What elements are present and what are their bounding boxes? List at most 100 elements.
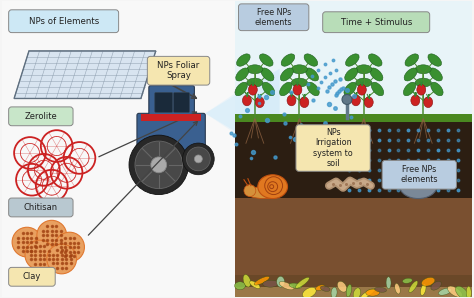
Bar <box>235 198 472 275</box>
Ellipse shape <box>366 289 380 296</box>
Ellipse shape <box>415 65 431 74</box>
Ellipse shape <box>246 187 282 198</box>
Ellipse shape <box>346 54 359 66</box>
Ellipse shape <box>248 84 257 95</box>
Ellipse shape <box>411 95 420 106</box>
FancyBboxPatch shape <box>9 267 55 286</box>
Ellipse shape <box>400 173 437 198</box>
Ellipse shape <box>421 277 435 286</box>
Ellipse shape <box>375 287 386 292</box>
Ellipse shape <box>368 54 382 66</box>
Circle shape <box>186 147 210 171</box>
Ellipse shape <box>405 54 419 66</box>
Ellipse shape <box>346 284 352 297</box>
Text: Time + Stimulus: Time + Stimulus <box>340 18 412 27</box>
Text: Chitisan: Chitisan <box>24 203 58 212</box>
Text: Clay: Clay <box>23 272 41 281</box>
FancyBboxPatch shape <box>382 160 456 189</box>
Ellipse shape <box>287 95 296 106</box>
FancyBboxPatch shape <box>147 56 210 85</box>
Ellipse shape <box>356 65 372 74</box>
FancyBboxPatch shape <box>9 107 73 126</box>
Ellipse shape <box>304 54 318 66</box>
Ellipse shape <box>404 68 417 81</box>
Ellipse shape <box>281 54 295 66</box>
Ellipse shape <box>409 281 418 293</box>
Ellipse shape <box>429 68 442 81</box>
Ellipse shape <box>356 78 372 87</box>
Circle shape <box>37 220 67 250</box>
Ellipse shape <box>258 175 288 198</box>
Circle shape <box>12 227 42 257</box>
Polygon shape <box>205 77 260 150</box>
Text: NPs
Irrigation
system to
soil: NPs Irrigation system to soil <box>313 128 353 168</box>
Circle shape <box>135 141 182 189</box>
Polygon shape <box>205 69 280 158</box>
Circle shape <box>25 240 55 270</box>
Ellipse shape <box>456 286 468 298</box>
FancyBboxPatch shape <box>9 10 118 32</box>
Ellipse shape <box>351 95 360 106</box>
Ellipse shape <box>242 95 251 106</box>
Circle shape <box>342 94 352 104</box>
Ellipse shape <box>466 286 471 298</box>
Ellipse shape <box>261 68 274 81</box>
Ellipse shape <box>353 288 361 298</box>
Ellipse shape <box>361 288 375 298</box>
Ellipse shape <box>370 68 383 81</box>
Ellipse shape <box>415 78 431 87</box>
Ellipse shape <box>357 84 366 95</box>
Ellipse shape <box>431 82 443 96</box>
FancyBboxPatch shape <box>155 93 173 112</box>
Bar <box>235 114 472 122</box>
Ellipse shape <box>247 78 263 87</box>
Ellipse shape <box>243 274 251 287</box>
FancyBboxPatch shape <box>323 12 430 32</box>
Circle shape <box>182 143 214 175</box>
Ellipse shape <box>337 281 346 292</box>
Ellipse shape <box>292 65 308 74</box>
Ellipse shape <box>236 68 249 81</box>
Ellipse shape <box>420 284 426 296</box>
Ellipse shape <box>277 276 284 287</box>
Ellipse shape <box>402 278 412 283</box>
Ellipse shape <box>262 82 274 96</box>
FancyBboxPatch shape <box>149 86 194 117</box>
Ellipse shape <box>386 277 391 289</box>
Ellipse shape <box>235 82 247 96</box>
Ellipse shape <box>447 286 463 297</box>
Circle shape <box>244 185 256 197</box>
Ellipse shape <box>406 177 420 186</box>
Circle shape <box>55 232 84 262</box>
Ellipse shape <box>254 277 269 285</box>
Polygon shape <box>14 51 156 98</box>
Ellipse shape <box>292 78 308 87</box>
Ellipse shape <box>431 281 441 290</box>
Ellipse shape <box>289 283 302 288</box>
Ellipse shape <box>403 82 416 96</box>
Ellipse shape <box>280 68 293 81</box>
FancyBboxPatch shape <box>137 113 205 163</box>
Ellipse shape <box>320 286 330 291</box>
FancyBboxPatch shape <box>9 198 73 217</box>
Ellipse shape <box>259 54 273 66</box>
Ellipse shape <box>237 54 250 66</box>
Bar <box>235 120 472 198</box>
Text: Free NPs
elements: Free NPs elements <box>255 7 292 27</box>
Text: Zerolite: Zerolite <box>25 112 57 121</box>
Ellipse shape <box>300 97 309 108</box>
Ellipse shape <box>307 82 319 96</box>
Ellipse shape <box>280 82 292 96</box>
Circle shape <box>194 155 202 163</box>
Ellipse shape <box>235 282 246 290</box>
Circle shape <box>129 135 189 195</box>
Text: NPs Foliar
Spray: NPs Foliar Spray <box>157 61 200 80</box>
Ellipse shape <box>345 68 358 81</box>
FancyBboxPatch shape <box>296 125 370 171</box>
Ellipse shape <box>331 287 337 298</box>
Ellipse shape <box>306 68 319 81</box>
Ellipse shape <box>417 84 426 95</box>
Ellipse shape <box>293 84 302 95</box>
Ellipse shape <box>295 277 309 288</box>
Bar <box>141 114 201 121</box>
